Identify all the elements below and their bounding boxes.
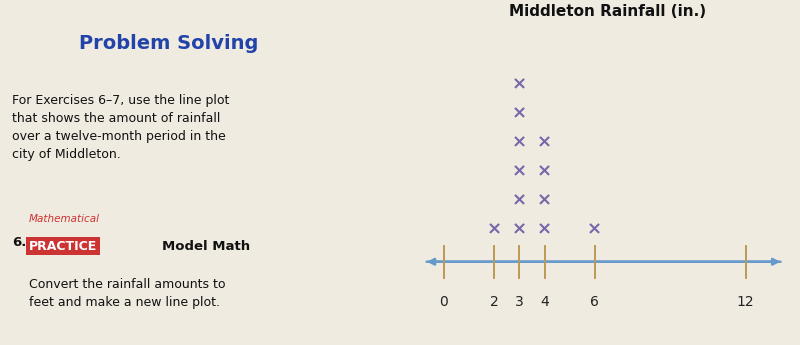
Text: ×: × bbox=[512, 133, 527, 151]
Text: 0: 0 bbox=[440, 295, 448, 309]
Text: ×: × bbox=[512, 220, 527, 238]
Text: 6: 6 bbox=[590, 295, 599, 309]
Text: ×: × bbox=[587, 220, 602, 238]
Title: Middleton Rainfall (in.): Middleton Rainfall (in.) bbox=[509, 4, 706, 19]
Text: For Exercises 6–7, use the line plot
that shows the amount of rainfall
over a tw: For Exercises 6–7, use the line plot tha… bbox=[13, 94, 230, 161]
Text: 12: 12 bbox=[737, 295, 754, 309]
Text: ×: × bbox=[537, 162, 552, 180]
Text: ×: × bbox=[512, 162, 527, 180]
Text: ×: × bbox=[512, 191, 527, 209]
Text: ×: × bbox=[512, 104, 527, 122]
Text: 2: 2 bbox=[490, 295, 498, 309]
Text: PRACTICE: PRACTICE bbox=[29, 240, 98, 253]
Text: Convert the rainfall amounts to
feet and make a new line plot.: Convert the rainfall amounts to feet and… bbox=[29, 278, 226, 308]
Text: 6.: 6. bbox=[13, 236, 27, 249]
Text: ×: × bbox=[512, 75, 527, 93]
Text: ×: × bbox=[537, 191, 552, 209]
Text: 4: 4 bbox=[540, 295, 549, 309]
Text: Model Math: Model Math bbox=[162, 240, 250, 253]
Text: ×: × bbox=[537, 220, 552, 238]
Text: Problem Solving: Problem Solving bbox=[79, 34, 258, 53]
Text: ×: × bbox=[537, 133, 552, 151]
Text: 3: 3 bbox=[515, 295, 524, 309]
Text: Mathematical: Mathematical bbox=[29, 214, 100, 224]
Text: ×: × bbox=[486, 220, 502, 238]
